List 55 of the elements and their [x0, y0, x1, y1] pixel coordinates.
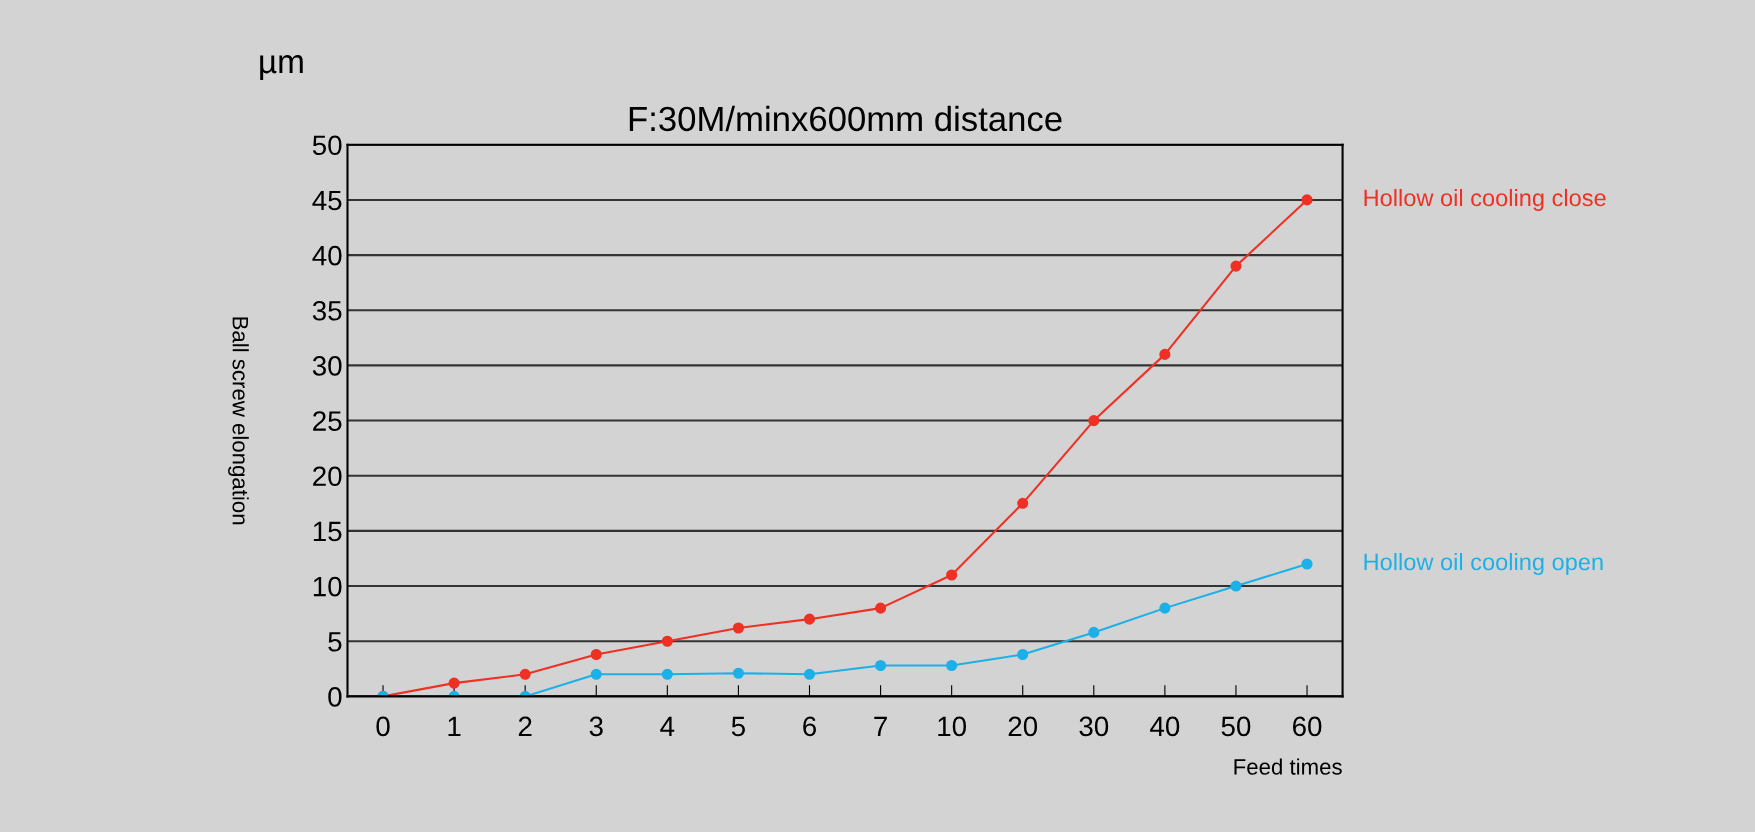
point	[732, 622, 744, 634]
y-tick-label: 15	[313, 521, 342, 542]
y-tick-label: 30	[312, 356, 342, 376]
x-tick-label: 1	[448, 716, 461, 736]
y-tick-label: 5	[328, 632, 342, 652]
point	[732, 667, 744, 679]
point	[1301, 194, 1313, 206]
x-tick-label: 7	[874, 716, 887, 736]
point	[590, 668, 602, 680]
point	[1017, 497, 1029, 509]
y-tick-label: 25	[313, 411, 342, 431]
point	[946, 659, 958, 672]
x-tick-label: 2	[518, 716, 532, 736]
chart-title: F:30M/minx600mm distance	[629, 105, 1062, 132]
point	[1159, 348, 1171, 360]
y-axis-title: Ball screw elongation	[228, 317, 249, 525]
x-tick-label: 10	[938, 716, 967, 737]
x-tick-label: 3	[589, 716, 603, 737]
x-tick-label: 20	[1008, 716, 1038, 737]
y-tick-label: 50	[312, 135, 342, 156]
y-tick-label: 35	[312, 300, 342, 321]
x-axis-title: Feed times	[1234, 758, 1342, 775]
x-tick-label: 0	[376, 716, 390, 737]
point	[590, 648, 602, 661]
x-tick-label: 60	[1293, 716, 1322, 737]
point	[1088, 415, 1100, 427]
point	[803, 668, 816, 680]
point	[803, 613, 816, 625]
point	[661, 635, 673, 647]
x-tick-label: 4	[660, 716, 675, 736]
point	[1301, 558, 1313, 570]
point	[946, 569, 958, 581]
point	[661, 668, 673, 680]
x-tick-label: 30	[1079, 716, 1109, 737]
y-tick-label: 45	[312, 190, 342, 211]
x-tick-label: 6	[803, 716, 816, 737]
point	[1088, 626, 1100, 638]
y-tick-label: 10	[313, 576, 342, 597]
point	[1230, 260, 1242, 272]
text: Hollow oil cooling close	[1364, 188, 1606, 211]
point	[875, 602, 887, 614]
point	[1230, 580, 1242, 592]
text: Hollow oil cooling open	[1364, 552, 1603, 575]
x-tick-label: 5	[731, 716, 745, 737]
x-tick-label: 50	[1221, 716, 1251, 737]
y-tick-label: 40	[312, 245, 342, 266]
point	[875, 659, 887, 672]
y-tick-label: 0	[328, 687, 342, 707]
y-tick-label: 20	[313, 466, 342, 487]
point	[1017, 648, 1029, 661]
text: µm	[260, 55, 303, 80]
x-tick-label: 40	[1150, 716, 1180, 737]
point	[519, 668, 531, 680]
point	[1159, 602, 1171, 614]
point	[448, 677, 460, 689]
